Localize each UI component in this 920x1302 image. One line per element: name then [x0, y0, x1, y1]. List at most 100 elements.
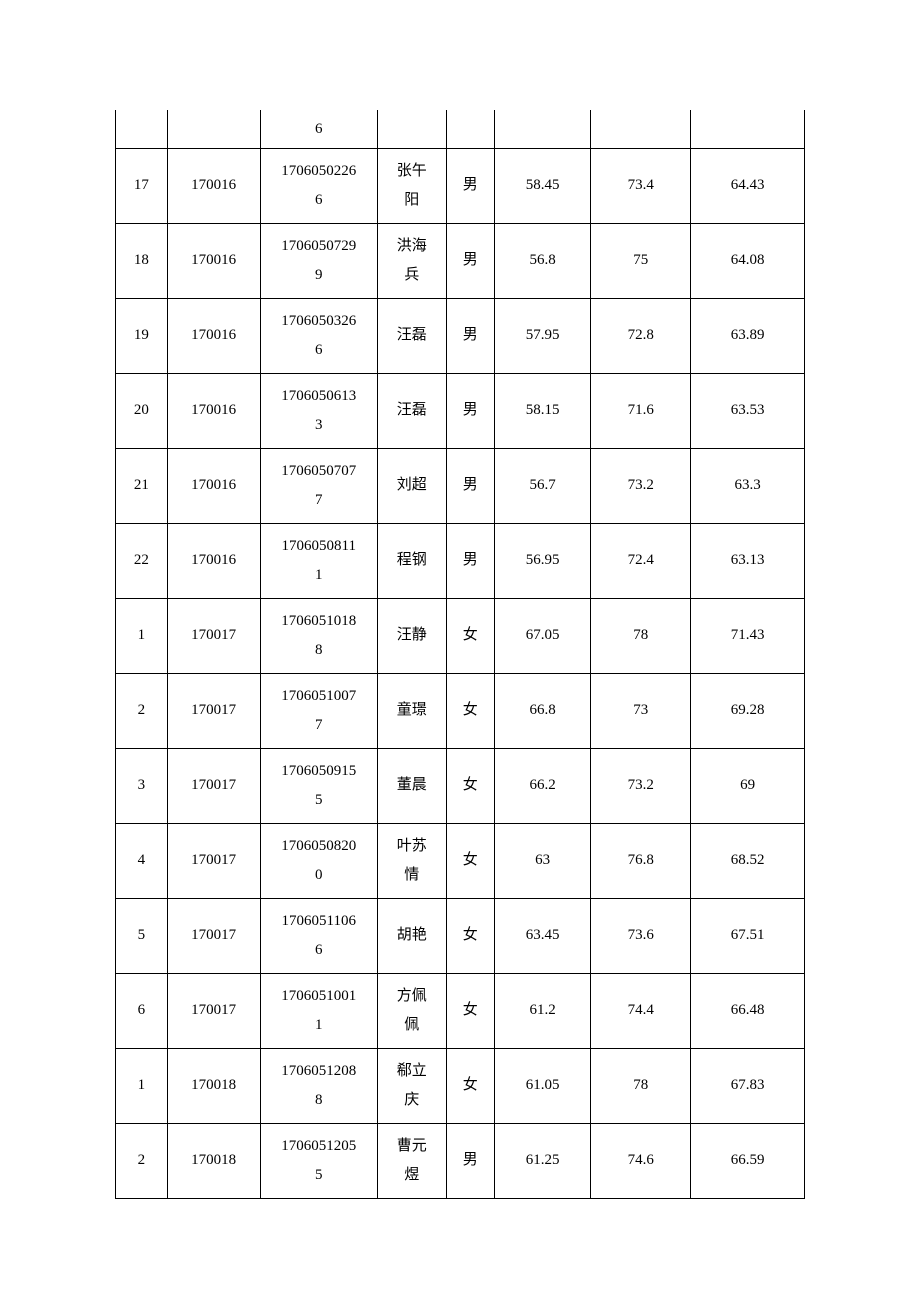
table-cell: 75 [591, 223, 691, 298]
table-cell: 72.4 [591, 523, 691, 598]
cell-line: 8 [263, 636, 375, 665]
table-cell: 男 [446, 148, 494, 223]
table-cell: 女 [446, 823, 494, 898]
table-cell: 71.6 [591, 373, 691, 448]
cell-line: 3 [263, 411, 375, 440]
table-cell: 17060507299 [260, 223, 377, 298]
cell-line: 1706050707 [263, 457, 375, 486]
table-cell: 2 [116, 1123, 168, 1198]
table-cell: 56.95 [494, 523, 590, 598]
table-cell: 17060512055 [260, 1123, 377, 1198]
table-cell: 程钢 [377, 523, 446, 598]
table-cell: 67.05 [494, 598, 590, 673]
table-cell: 73.4 [591, 148, 691, 223]
cell-line: 1706050820 [263, 832, 375, 861]
table-cell: 74.6 [591, 1123, 691, 1198]
table-cell [446, 110, 494, 148]
table-cell: 170018 [167, 1123, 260, 1198]
cell-line: 7 [263, 486, 375, 515]
cell-line: 1706051007 [263, 682, 375, 711]
cell-line: 1 [263, 1011, 375, 1040]
table-cell: 61.05 [494, 1048, 590, 1123]
table-cell: 方佩佩 [377, 973, 446, 1048]
cell-line: 1706050915 [263, 757, 375, 786]
table-cell: 17060507077 [260, 448, 377, 523]
table-cell: 74.4 [591, 973, 691, 1048]
table-cell: 170017 [167, 973, 260, 1048]
table-cell: 曹元煜 [377, 1123, 446, 1198]
table-cell: 57.95 [494, 298, 590, 373]
cell-line: 8 [263, 1086, 375, 1115]
cell-line: 6 [263, 186, 375, 215]
table-row: 1917001617060503266汪磊男57.9572.863.89 [116, 298, 805, 373]
table-cell: 17060512088 [260, 1048, 377, 1123]
cell-line: 叶苏 [380, 832, 444, 861]
table-cell: 63.13 [691, 523, 805, 598]
table-cell: 170016 [167, 373, 260, 448]
cell-line: 方佩 [380, 982, 444, 1011]
table-cell: 61.25 [494, 1123, 590, 1198]
table-cell: 刘超 [377, 448, 446, 523]
cell-line: 1706050613 [263, 382, 375, 411]
cell-line: 5 [263, 1161, 375, 1190]
cell-line: 1706050811 [263, 532, 375, 561]
table-cell [494, 110, 590, 148]
cell-line: 1706051205 [263, 1132, 375, 1161]
table-cell: 73.6 [591, 898, 691, 973]
cell-line: 张午 [380, 157, 444, 186]
table-cell: 170017 [167, 598, 260, 673]
table-cell: 男 [446, 298, 494, 373]
table-cell: 男 [446, 223, 494, 298]
table-cell: 64.43 [691, 148, 805, 223]
table-cell: 男 [446, 1123, 494, 1198]
cell-line: 郗立 [380, 1057, 444, 1086]
table-cell: 21 [116, 448, 168, 523]
table-cell: 女 [446, 1048, 494, 1123]
table-cell: 61.2 [494, 973, 590, 1048]
table-cell: 17060509155 [260, 748, 377, 823]
table-cell: 63.89 [691, 298, 805, 373]
table-cell: 170016 [167, 223, 260, 298]
table-cell: 女 [446, 973, 494, 1048]
cell-line: 6 [263, 336, 375, 365]
cell-line: 1706051001 [263, 982, 375, 1011]
cell-line: 1706051018 [263, 607, 375, 636]
table-cell: 17060510077 [260, 673, 377, 748]
table-cell: 汪磊 [377, 298, 446, 373]
table-cell: 17060510188 [260, 598, 377, 673]
table-cell: 17060503266 [260, 298, 377, 373]
cell-line: 5 [263, 786, 375, 815]
table-row: 217001717060510077童璟女66.87369.28 [116, 673, 805, 748]
table-cell: 170017 [167, 673, 260, 748]
table-cell: 22 [116, 523, 168, 598]
table-row: 417001717060508200叶苏情女6376.868.52 [116, 823, 805, 898]
table-cell: 170016 [167, 448, 260, 523]
table-cell: 3 [116, 748, 168, 823]
table-cell: 67.51 [691, 898, 805, 973]
table-cell: 69.28 [691, 673, 805, 748]
table-cell: 2 [116, 673, 168, 748]
table-cell: 女 [446, 748, 494, 823]
table-cell: 63.3 [691, 448, 805, 523]
table-cell: 68.52 [691, 823, 805, 898]
table-cell: 72.8 [591, 298, 691, 373]
table-cell: 男 [446, 373, 494, 448]
table-cell: 58.15 [494, 373, 590, 448]
cell-line: 洪海 [380, 232, 444, 261]
table-row: 1717001617060502266张午阳男58.4573.464.43 [116, 148, 805, 223]
cell-line: 曹元 [380, 1132, 444, 1161]
table-row: 2117001617060507077刘超男56.773.263.3 [116, 448, 805, 523]
table-cell: 63 [494, 823, 590, 898]
table-cell: 71.43 [691, 598, 805, 673]
table-cell: 17060502266 [260, 148, 377, 223]
cell-line: 1706050729 [263, 232, 375, 261]
cell-line: 庆 [380, 1086, 444, 1115]
table-cell: 170017 [167, 898, 260, 973]
table-cell: 63.53 [691, 373, 805, 448]
table-cell: 73.2 [591, 448, 691, 523]
table-cell: 64.08 [691, 223, 805, 298]
table-cell: 56.8 [494, 223, 590, 298]
table-cell [377, 110, 446, 148]
cell-line: 1706050226 [263, 157, 375, 186]
table-row: 117001717060510188汪静女67.057871.43 [116, 598, 805, 673]
